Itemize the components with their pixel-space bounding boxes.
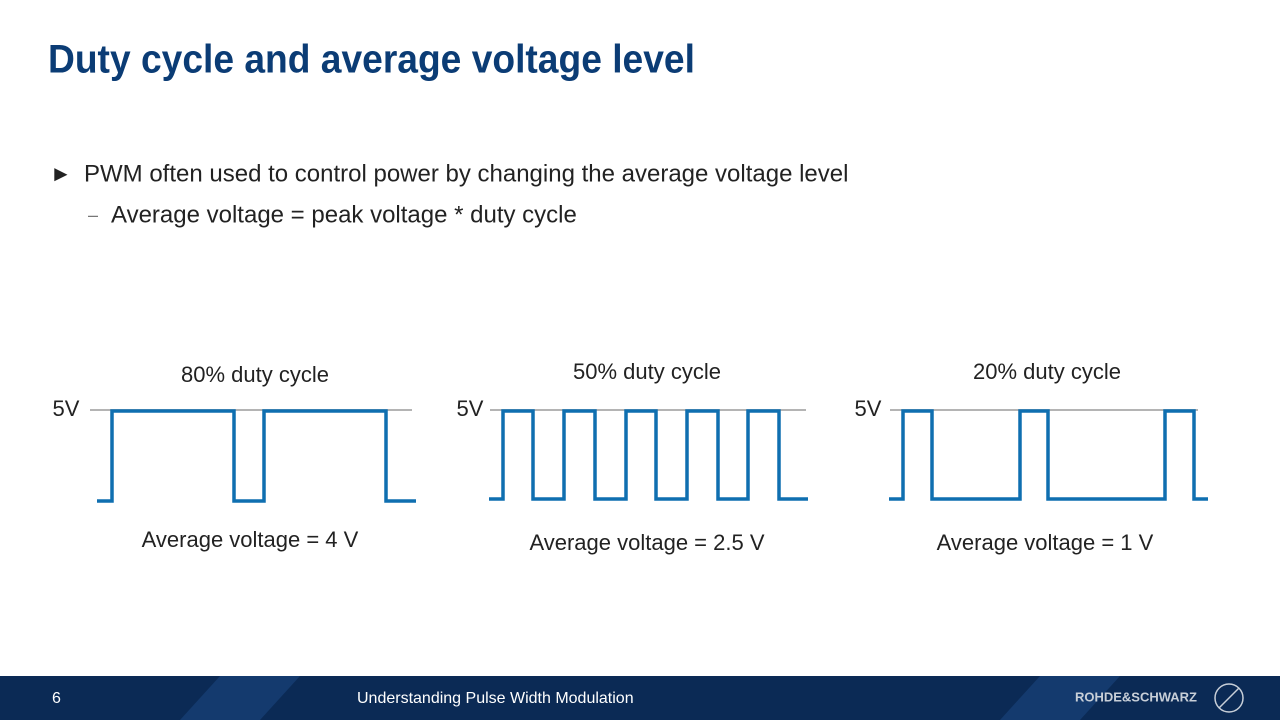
level-label: 5V xyxy=(855,396,882,421)
brand-logo xyxy=(1214,683,1244,713)
slide-title: Duty cycle and average voltage level xyxy=(48,37,695,82)
page-number: 6 xyxy=(52,690,61,707)
level-label: 5V xyxy=(53,396,80,421)
panel-caption: Average voltage = 4 V xyxy=(142,527,359,552)
bullet-text: PWM often used to control power by chang… xyxy=(84,160,848,187)
panel-title: 80% duty cycle xyxy=(181,362,329,387)
footer-title: Understanding Pulse Width Modulation xyxy=(357,690,634,707)
bullet-marker: ► xyxy=(50,161,72,186)
footer-stripe xyxy=(180,676,300,720)
waveform xyxy=(889,409,1208,501)
brand-name: ROHDE&SCHWARZ xyxy=(1075,689,1197,704)
panel-title: 50% duty cycle xyxy=(573,359,721,384)
footer-stripe xyxy=(1000,676,1120,720)
sub-bullet-marker: – xyxy=(88,205,98,225)
sub-bullet-text: Average voltage = peak voltage * duty cy… xyxy=(111,201,577,228)
waveform xyxy=(97,409,416,503)
panel-caption: Average voltage = 2.5 V xyxy=(529,530,764,555)
panel-caption: Average voltage = 1 V xyxy=(937,530,1154,555)
level-label: 5V xyxy=(457,396,484,421)
waveform xyxy=(489,409,808,501)
panel-title: 20% duty cycle xyxy=(973,359,1121,384)
